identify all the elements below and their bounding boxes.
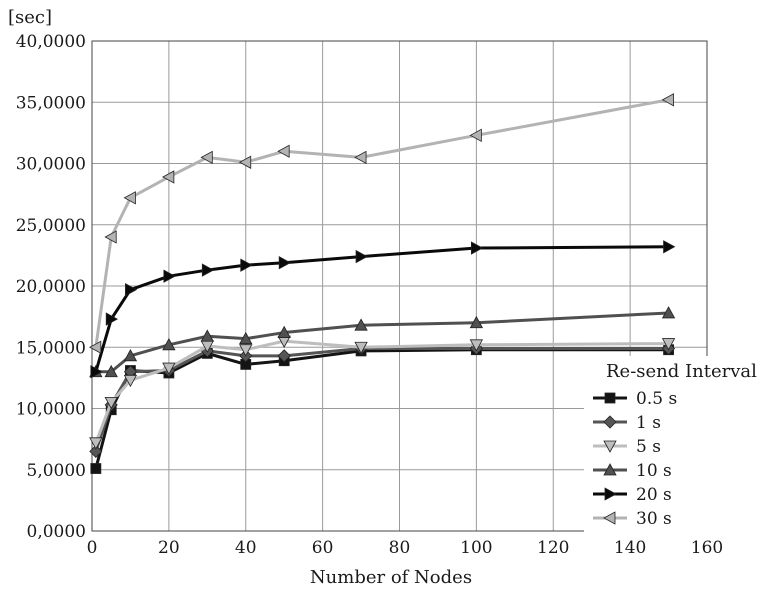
data-point <box>663 240 676 254</box>
legend-items: 0.5 s 1 s 5 s 10 s 20 s 30 s <box>593 389 677 529</box>
y-tick-label: 30,0000 <box>16 155 86 175</box>
data-point <box>105 312 119 326</box>
legend-label: 1 s <box>636 413 661 433</box>
legend-title: Re-send Interval <box>606 361 757 382</box>
x-tick-label: 160 <box>691 538 723 558</box>
y-tick-label: 15,0000 <box>16 338 86 358</box>
data-point <box>661 338 676 351</box>
data-series <box>89 93 676 474</box>
data-point <box>661 306 676 319</box>
legend-label: 5 s <box>636 437 661 457</box>
data-point <box>89 437 103 450</box>
series-line <box>95 311 669 374</box>
y-tick-label: 0,0000 <box>27 522 86 542</box>
x-tick-label: 100 <box>460 538 492 558</box>
series-line <box>94 339 669 444</box>
data-point <box>90 463 102 474</box>
data-point <box>469 315 484 329</box>
legend-swatch-marker <box>603 415 617 429</box>
legend-swatch-marker <box>603 440 617 453</box>
data-point <box>162 170 175 184</box>
data-point <box>469 128 482 142</box>
series-line <box>94 98 669 348</box>
data-point <box>277 349 291 363</box>
data-point <box>200 150 213 165</box>
legend-label: 20 s <box>636 485 672 505</box>
plot-frame <box>91 40 708 532</box>
legend-label: 10 s <box>636 461 672 481</box>
series-20s <box>90 240 676 379</box>
data-point <box>240 258 253 272</box>
y-tick-label: 10,0000 <box>16 400 86 420</box>
data-point <box>277 144 290 158</box>
legend-item: 30 s <box>593 509 672 529</box>
x-tick-label: 40 <box>235 538 257 558</box>
data-point <box>201 263 215 277</box>
data-point <box>89 340 102 354</box>
data-point <box>354 318 368 331</box>
data-point <box>125 283 138 297</box>
data-point <box>162 337 176 351</box>
series-line <box>94 245 669 373</box>
data-point <box>162 362 176 375</box>
data-point <box>89 444 103 458</box>
data-point <box>239 331 253 345</box>
legend-item: 0.5 s <box>593 389 677 409</box>
legend-item: 20 s <box>593 485 672 505</box>
legend: Re-send Interval 0.5 s 1 s 5 s 10 s 20 s 30 s <box>584 356 768 538</box>
data-point <box>163 269 176 283</box>
x-tick-label: 140 <box>614 538 646 558</box>
x-tick-label: 60 <box>312 538 334 558</box>
y-tick-label: 20,0000 <box>16 277 86 297</box>
x-tick-label: 120 <box>537 538 569 558</box>
legend-item: 5 s <box>593 437 661 457</box>
series-10s <box>89 306 676 378</box>
data-point <box>661 93 674 107</box>
legend-swatch-marker <box>603 511 616 525</box>
data-point <box>239 344 253 357</box>
y-axis-unit-label: [sec] <box>8 7 52 28</box>
legend-label: 0.5 s <box>636 389 677 409</box>
x-axis-title: Number of Nodes <box>310 567 472 588</box>
legend-swatch-marker <box>604 487 617 501</box>
y-axis-ticks: 0,0000 5,0000 10,0000 15,0000 20,0000 25,0000… <box>16 32 86 542</box>
data-point <box>123 348 138 362</box>
data-point <box>123 374 138 388</box>
legend-item: 10 s <box>593 461 672 481</box>
data-point <box>123 191 136 205</box>
series-line <box>94 346 669 452</box>
y-tick-label: 25,0000 <box>16 216 86 236</box>
x-axis-ticks: 0 20 40 60 80 100 120 140 160 <box>87 538 724 558</box>
legend-swatch-marker <box>603 463 617 476</box>
data-point <box>354 341 368 355</box>
legend-label: 30 s <box>636 509 672 529</box>
data-point <box>238 155 252 169</box>
data-point <box>90 365 103 379</box>
data-point <box>470 241 484 255</box>
series-30s <box>89 93 674 354</box>
data-point <box>200 329 214 342</box>
y-tick-label: 35,0000 <box>16 93 86 113</box>
data-point <box>469 339 484 352</box>
x-tick-label: 80 <box>389 538 411 558</box>
data-point <box>355 249 368 264</box>
x-tick-label: 0 <box>87 538 98 558</box>
data-point <box>277 325 291 338</box>
data-point <box>104 364 118 378</box>
data-point <box>354 150 367 165</box>
legend-swatch-marker <box>604 392 616 404</box>
data-point <box>278 256 292 270</box>
x-tick-label: 20 <box>158 538 180 558</box>
legend-item: 1 s <box>593 413 661 433</box>
series-5s <box>89 335 676 450</box>
data-point <box>104 396 118 410</box>
y-tick-label: 40,0000 <box>16 32 86 52</box>
data-point <box>104 230 117 244</box>
y-tick-label: 5,0000 <box>27 461 86 481</box>
